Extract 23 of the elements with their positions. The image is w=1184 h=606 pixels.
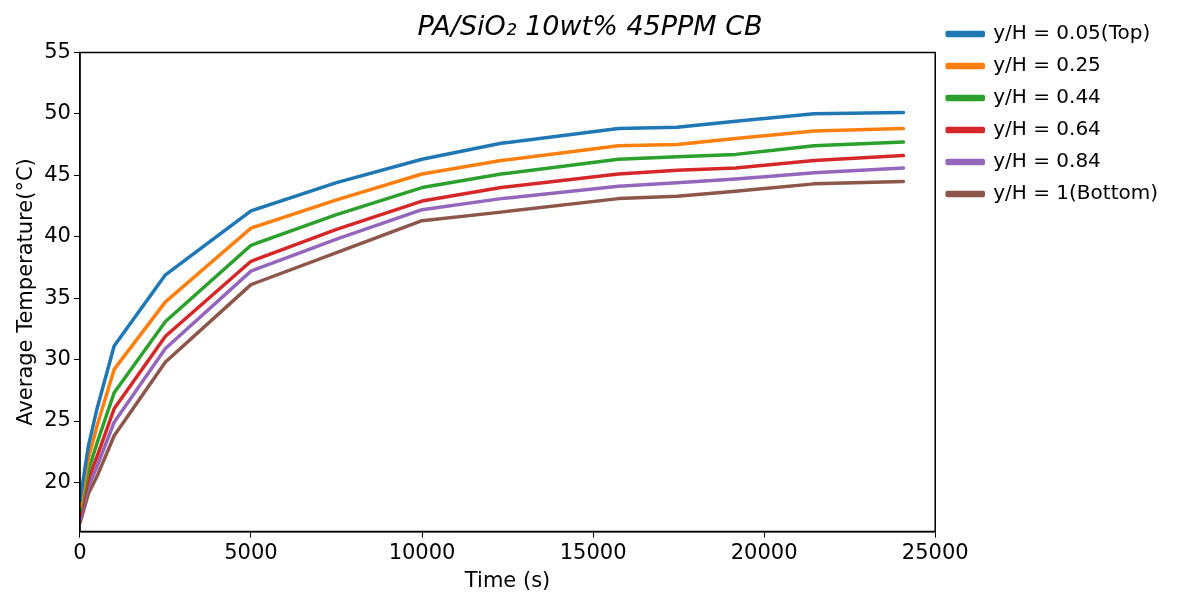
chart-title: PA/SiO₂ 10wt% 45PPM CB [417,10,763,42]
y-tick-label: 35 [44,284,71,309]
y-tick-label: 45 [44,161,71,186]
x-axis-title: Time (s) [463,567,551,592]
x-tick-label: 25000 [901,539,969,564]
legend-label: y/H = 0.05(Top) [993,20,1151,45]
y-tick-label: 50 [44,100,71,125]
legend-label: y/H = 0.44 [993,84,1101,109]
y-tick-label: 30 [44,346,71,371]
x-tick-label: 15000 [559,539,627,564]
y-tick-label: 40 [44,223,71,248]
x-tick-label: 10000 [388,539,456,564]
legend-label: y/H = 0.64 [993,116,1101,141]
x-tick-label: 0 [73,539,87,564]
y-tick-label: 20 [44,468,71,493]
legend-label: y/H = 0.25 [993,52,1101,77]
legend-label: y/H = 1(Bottom) [993,180,1159,205]
x-tick-label: 20000 [730,539,798,564]
y-tick-label: 25 [44,407,71,432]
y-axis-title: Average Temperature(°C) [13,158,38,426]
y-tick-label: 55 [44,38,71,63]
x-tick-label: 5000 [224,539,278,564]
legend-label: y/H = 0.84 [993,148,1101,173]
